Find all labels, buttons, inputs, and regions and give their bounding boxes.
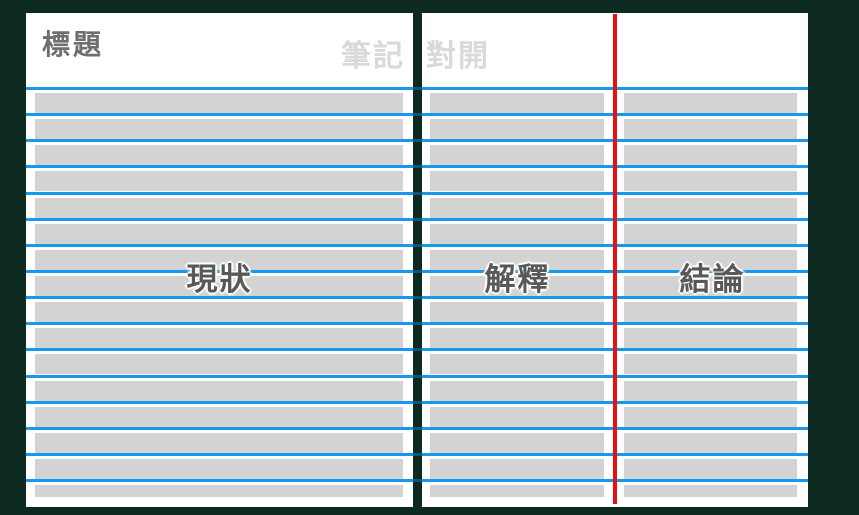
red-margin-line [613, 14, 617, 504]
notes-corner-label: 筆記 [341, 40, 405, 73]
page-gutter [413, 13, 422, 507]
right-page: 對開 解釋 結論 [422, 13, 808, 507]
facing-page-corner-label: 對開 [426, 40, 490, 73]
page-title: 標題 [42, 29, 105, 60]
explanation-section-label: 解釋 [484, 262, 551, 297]
conclusion-section-label: 結論 [679, 262, 746, 297]
current-state-section-label: 現狀 [186, 262, 253, 297]
left-page: 標題 筆記 現狀 [26, 13, 413, 507]
